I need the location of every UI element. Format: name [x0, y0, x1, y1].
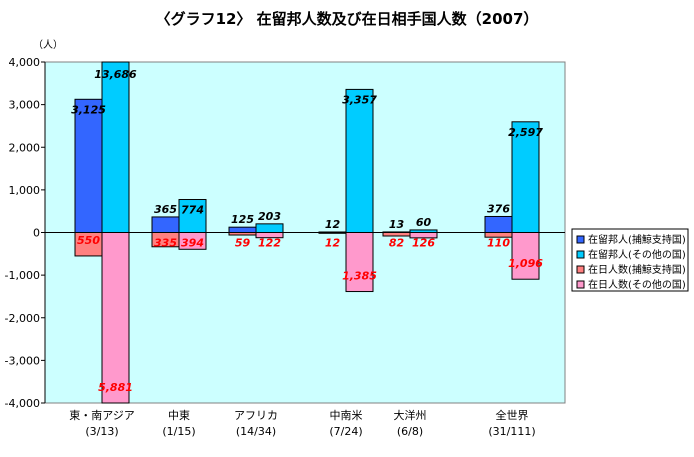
- data-label: 126: [412, 237, 435, 250]
- data-label: 13: [389, 218, 405, 231]
- category-labels: 東・南アジア (3/13) 中東 (1/15) アフリカ (14/34) 中南米 (7/24)…: [69, 408, 535, 438]
- bar-japanese-residents-other: [345, 88, 374, 234]
- x-category-sublabel: (6/8): [397, 425, 423, 438]
- y-axis-ticks: 4,000 3,000 2,000 1,000 0 -1,000 -2,000 -3,000 -…: [5, 56, 46, 410]
- data-label: 13,686: [94, 68, 137, 81]
- bar-japanese-residents-whaling: [228, 226, 257, 233]
- legend-swatch: [576, 280, 585, 289]
- data-label: 122: [258, 237, 281, 250]
- y-tick-label: -4,000: [5, 397, 40, 410]
- x-category-label: 大洋州: [394, 408, 427, 422]
- bar-residents-in-japan-other: [345, 232, 374, 293]
- bar-residents-in-japan-other: [511, 232, 540, 280]
- x-category-label: 中東: [168, 409, 190, 422]
- data-label: 335: [154, 237, 177, 250]
- legend-entry: 在日人数(その他の国): [588, 278, 686, 291]
- y-tick-label: -1,000: [5, 269, 40, 282]
- y-tick-label: 3,000: [9, 99, 41, 112]
- data-label: 110: [487, 237, 510, 250]
- bar-japanese-residents-whaling: [74, 98, 103, 233]
- bar-japanese-residents-whaling: [484, 215, 513, 234]
- legend-swatch: [576, 250, 585, 259]
- data-label: 394: [181, 237, 204, 250]
- data-label: 59: [235, 237, 251, 250]
- data-labels: 3,125 365 125 12 13 376 13,686 774 203 3,357 60 2,5…: [71, 68, 543, 394]
- bar-japanese-residents-other: [178, 199, 207, 234]
- data-label: 1,385: [342, 270, 377, 283]
- data-label: 3,125: [71, 103, 106, 116]
- x-category-sublabel: (31/111): [488, 425, 535, 438]
- x-category-sublabel: (14/34): [236, 425, 276, 438]
- data-label: 376: [487, 202, 510, 215]
- x-category-sublabel: (3/13): [85, 425, 118, 438]
- bar-residents-in-japan-other: [101, 232, 130, 404]
- bars: [74, 61, 540, 404]
- y-tick-label: 2,000: [9, 141, 41, 154]
- data-label: 203: [258, 210, 281, 223]
- data-label: 550: [77, 234, 100, 247]
- data-label: 12: [325, 237, 341, 250]
- x-category-label: 東・南アジア: [69, 409, 135, 422]
- data-label: 125: [231, 213, 254, 226]
- legend-box: [571, 228, 689, 292]
- data-label: 3,357: [342, 93, 377, 106]
- data-label: 2,597: [508, 126, 543, 139]
- legend-entry: 在留邦人(捕鯨支持国): [588, 233, 686, 246]
- x-category-sublabel: (7/24): [329, 425, 362, 438]
- legend-entry: 在日人数(捕鯨支持国): [588, 263, 686, 276]
- legend-swatch: [576, 235, 585, 244]
- data-label: 5,881: [98, 381, 133, 394]
- x-category-label: アフリカ: [234, 409, 278, 422]
- x-category-label: 全世界: [496, 408, 529, 422]
- bar-japanese-residents-whaling: [151, 216, 180, 234]
- x-category-label: 中南米: [330, 409, 363, 422]
- bar-japanese-residents-other: [101, 61, 130, 233]
- legend: 在留邦人(捕鯨支持国) 在留邦人(その他の国) 在日人数(捕鯨支持国) 在日人数(その…: [571, 228, 689, 292]
- y-axis-unit-label: （人）: [33, 39, 63, 51]
- data-label: 774: [181, 204, 204, 217]
- data-label: 365: [154, 203, 177, 216]
- x-category-sublabel: (1/15): [162, 425, 195, 438]
- chart-title: 〈グラフ12〉 在留邦人数及び在日相手国人数（2007）: [156, 10, 539, 28]
- data-label: 1,096: [508, 257, 543, 270]
- data-label: 60: [416, 216, 432, 229]
- bar-residents-in-japan-whaling: [382, 232, 411, 237]
- bar-japanese-residents-other: [255, 223, 284, 233]
- y-tick-label: 4,000: [9, 56, 41, 69]
- legend-swatch: [576, 265, 585, 274]
- y-tick-label: -3,000: [5, 354, 40, 367]
- legend-entry: 在留邦人(その他の国): [588, 248, 686, 261]
- y-tick-label: 0: [33, 227, 40, 240]
- y-tick-label: 1,000: [9, 184, 41, 197]
- y-tick-label: -2,000: [5, 312, 40, 325]
- bar-japanese-residents-other: [511, 121, 540, 233]
- data-label: 12: [325, 218, 341, 231]
- data-label: 82: [389, 237, 405, 250]
